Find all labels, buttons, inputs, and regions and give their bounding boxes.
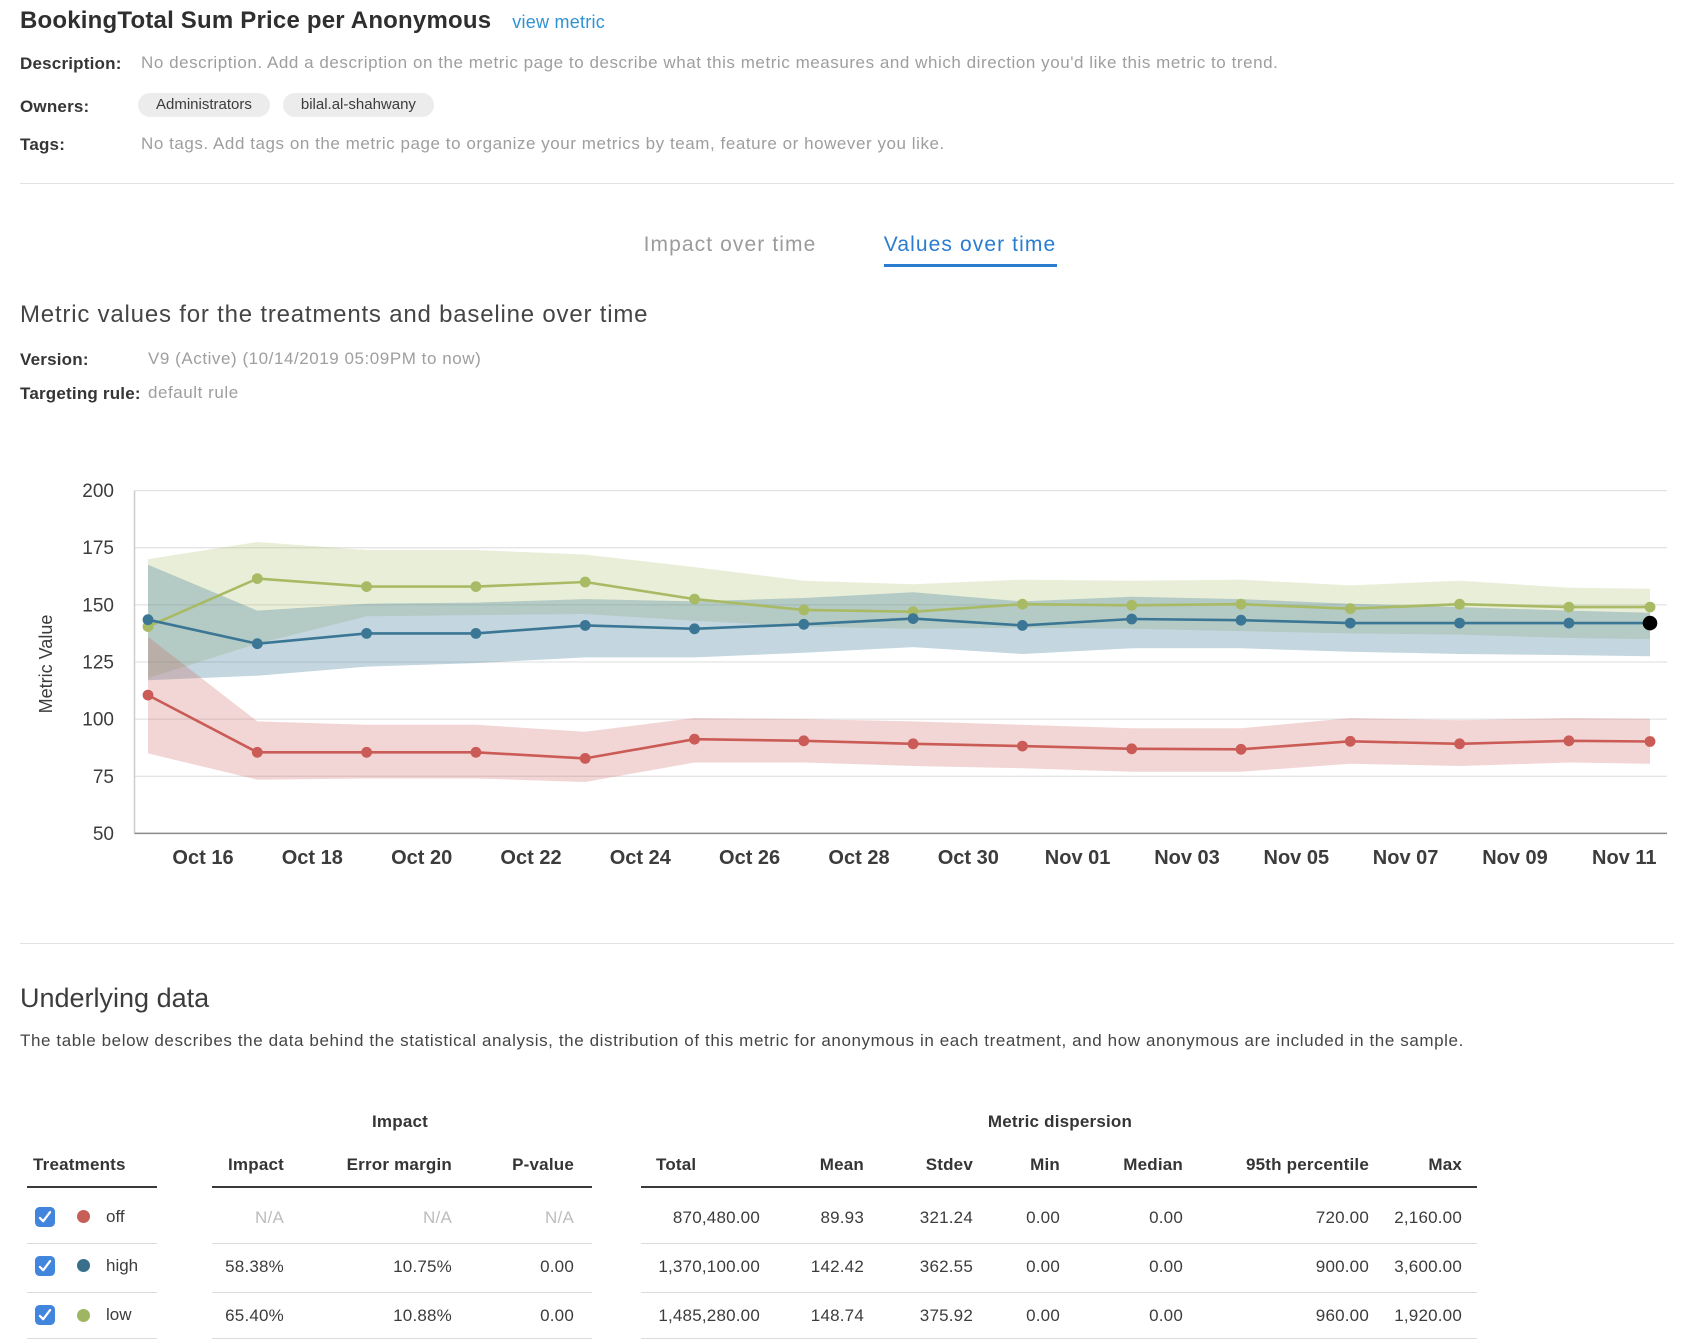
svg-text:Nov 01: Nov 01 [1045, 847, 1111, 869]
svg-text:Oct 30: Oct 30 [938, 847, 999, 869]
svg-text:Oct 28: Oct 28 [828, 847, 889, 869]
svg-text:150: 150 [82, 595, 114, 616]
svg-text:Oct 18: Oct 18 [282, 847, 343, 869]
svg-text:125: 125 [82, 653, 114, 674]
svg-text:50: 50 [93, 824, 114, 845]
svg-text:Oct 26: Oct 26 [719, 847, 780, 869]
svg-text:Nov 07: Nov 07 [1373, 847, 1439, 869]
svg-text:Nov 03: Nov 03 [1154, 847, 1220, 869]
svg-text:Nov 11: Nov 11 [1592, 847, 1656, 869]
svg-text:Oct 16: Oct 16 [172, 847, 233, 869]
svg-text:Nov 05: Nov 05 [1264, 847, 1330, 869]
svg-text:Oct 20: Oct 20 [391, 847, 452, 869]
svg-text:Nov 09: Nov 09 [1482, 847, 1548, 869]
svg-text:Oct 22: Oct 22 [500, 847, 561, 869]
svg-text:75: 75 [93, 767, 114, 788]
svg-text:Metric Value: Metric Value [36, 615, 56, 714]
svg-text:Oct 24: Oct 24 [610, 847, 672, 869]
svg-text:175: 175 [82, 538, 114, 559]
svg-text:200: 200 [82, 481, 114, 502]
svg-text:100: 100 [82, 710, 114, 731]
